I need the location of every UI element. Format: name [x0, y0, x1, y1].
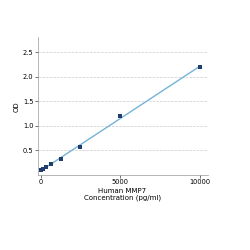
- Point: [118, 114, 122, 118]
- Point: [48, 162, 52, 166]
- Point: [78, 145, 82, 149]
- Y-axis label: OD: OD: [14, 101, 20, 112]
- Point: [58, 157, 62, 161]
- X-axis label: Human MMP7
Concentration (pg/ml): Human MMP7 Concentration (pg/ml): [84, 188, 161, 202]
- Point: [41, 166, 45, 170]
- Point: [44, 165, 48, 169]
- Point: [198, 65, 202, 69]
- Point: [39, 168, 43, 172]
